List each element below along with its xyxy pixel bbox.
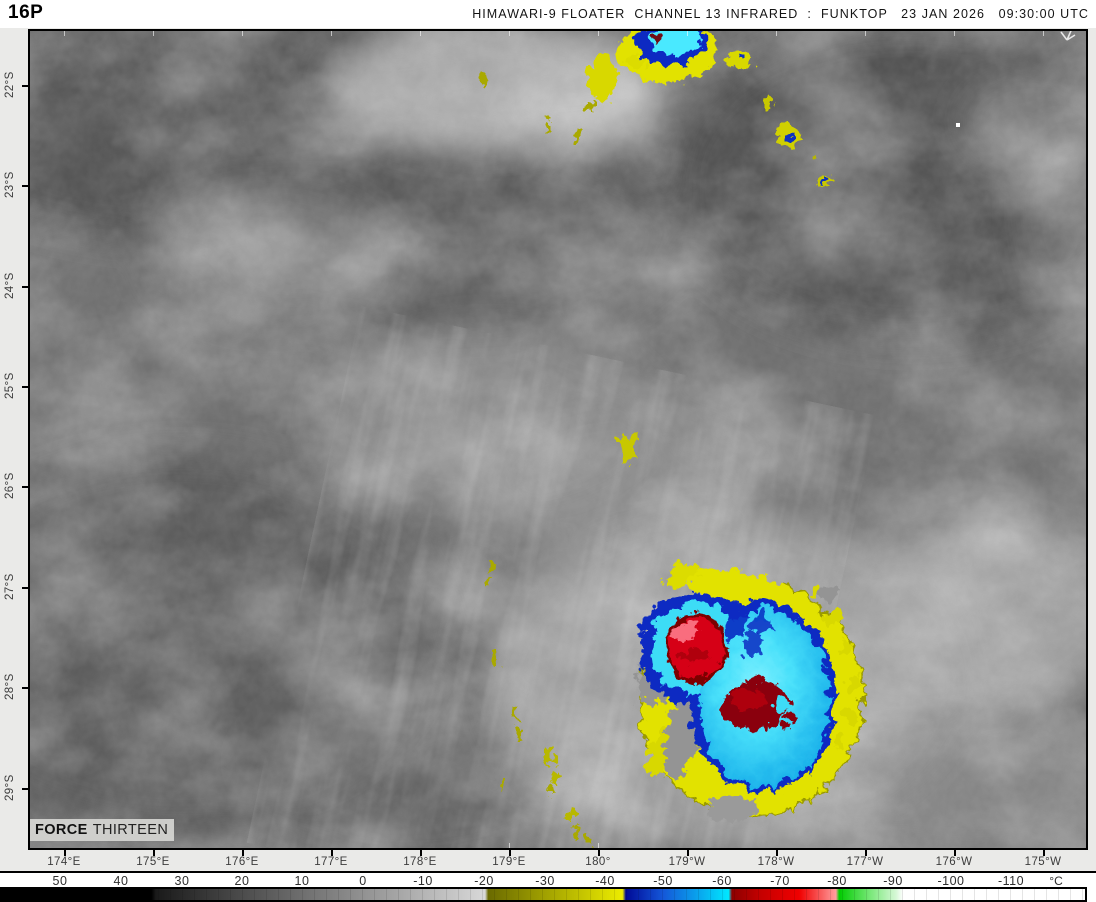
- lat-tick-label: 22°S: [4, 71, 16, 98]
- lat-tick-label: 28°S: [4, 673, 16, 700]
- lon-tick: [598, 850, 600, 856]
- temp-label: -50: [653, 873, 673, 888]
- temp-label: -110: [997, 873, 1025, 888]
- temp-label: 30: [174, 873, 190, 888]
- lon-tick-label: 175°W: [1024, 856, 1062, 868]
- image-title: HIMAWARI-9 FLOATER CHANNEL 13 INFRARED :…: [472, 7, 1089, 21]
- lon-tick-label: 176°W: [935, 856, 973, 868]
- lon-tick: [865, 850, 867, 856]
- lon-tick: [509, 850, 511, 856]
- satellite-image-frame: [28, 29, 1088, 850]
- lat-tick: [22, 788, 28, 790]
- lat-tick: [22, 85, 28, 87]
- header-bar: 16P HIMAWARI-9 FLOATER CHANNEL 13 INFRAR…: [0, 0, 1096, 28]
- watermark-brand-bold: FORCE: [35, 822, 88, 838]
- temperature-scale-labels: 50 40 30 20 10 0 -10 -20 -30 -40 -50 -60…: [0, 872, 1096, 888]
- lat-tick: [22, 687, 28, 689]
- lon-tick-label: 180°: [585, 856, 611, 868]
- temp-label: -40: [595, 873, 615, 888]
- temp-label: -70: [770, 873, 790, 888]
- cold-cloud-specks: [477, 46, 828, 841]
- lon-tick: [954, 850, 956, 856]
- satellite-image: [30, 31, 1086, 848]
- lon-tick-label: 178°E: [403, 856, 437, 868]
- lon-tick: [242, 850, 244, 856]
- lon-tick: [420, 850, 422, 856]
- lon-tick: [1043, 850, 1045, 856]
- temp-label: -10: [413, 873, 433, 888]
- temp-label: 0: [359, 873, 367, 888]
- temp-label: -100: [937, 873, 965, 888]
- temp-label: -90: [883, 873, 903, 888]
- lat-tick: [22, 587, 28, 589]
- storm-id-label: 16P: [8, 2, 44, 23]
- cloud-grain: [30, 31, 1086, 848]
- lon-tick: [153, 850, 155, 856]
- lat-tick: [22, 386, 28, 388]
- temp-label: 50: [52, 873, 68, 888]
- lon-tick: [331, 850, 333, 856]
- north-convective-cell: [583, 31, 712, 97]
- lon-tick: [64, 850, 66, 856]
- bright-pixel-dot: [956, 123, 960, 127]
- colorbar-steps: [2, 889, 1085, 900]
- lat-tick-label: 23°S: [4, 171, 16, 198]
- lon-tick: [776, 850, 778, 856]
- lon-tick-label: 175°E: [136, 856, 170, 868]
- lon-tick-label: 178°W: [757, 856, 795, 868]
- lat-tick: [22, 486, 28, 488]
- temp-label: -60: [712, 873, 732, 888]
- force-thirteen-watermark: FORCE THIRTEEN: [30, 819, 175, 841]
- temp-label: -20: [474, 873, 494, 888]
- lon-tick-label: 179°E: [492, 856, 526, 868]
- lon-tick-label: 177°E: [314, 856, 348, 868]
- temp-unit-label: °C: [1049, 873, 1063, 888]
- lat-tick: [22, 185, 28, 187]
- lat-tick-label: 29°S: [4, 774, 16, 801]
- watermark-brand-regular: THIRTEEN: [92, 822, 169, 838]
- temp-label: 10: [294, 873, 310, 888]
- storm-enhancement-overlay: [632, 558, 861, 816]
- inner-ticks: [64, 31, 1044, 848]
- temp-label: -30: [535, 873, 555, 888]
- north-arrow-icon: [1060, 31, 1076, 41]
- lon-tick-label: 176°E: [225, 856, 259, 868]
- lat-tick-label: 24°S: [4, 272, 16, 299]
- temp-label: -80: [827, 873, 847, 888]
- lon-tick-label: 174°E: [47, 856, 81, 868]
- lat-tick: [22, 286, 28, 288]
- lat-tick-label: 26°S: [4, 472, 16, 499]
- lat-tick-label: 25°S: [4, 372, 16, 399]
- temp-label: 20: [234, 873, 250, 888]
- lat-tick-label: 27°S: [4, 573, 16, 600]
- lon-tick-label: 177°W: [846, 856, 884, 868]
- temp-label: 40: [113, 873, 129, 888]
- scale-separator: [0, 871, 1096, 873]
- lon-tick-label: 179°W: [668, 856, 706, 868]
- lon-tick: [687, 850, 689, 856]
